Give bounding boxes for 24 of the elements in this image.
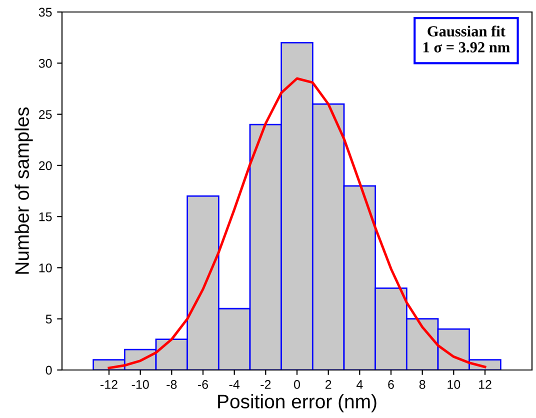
x-tick-label: 8 bbox=[419, 380, 426, 389]
x-tick-label: -8 bbox=[166, 380, 177, 389]
y-tick-label: 10 bbox=[39, 264, 52, 272]
annotation: Gaussian fit 1 σ = 3.92 nm bbox=[423, 26, 510, 53]
x-tick-label: -2 bbox=[260, 380, 271, 389]
x-axis-title: Position error (nm) bbox=[218, 394, 376, 412]
x-tick-label: 4 bbox=[356, 380, 363, 389]
y-tick-label: 0 bbox=[46, 366, 52, 375]
y-tick-label: 5 bbox=[46, 314, 52, 324]
x-tick-label: 2 bbox=[325, 380, 332, 389]
x-tick-label: 10 bbox=[448, 380, 460, 389]
y-tick-label: 30 bbox=[38, 58, 52, 68]
x-tick-label: -6 bbox=[198, 380, 208, 389]
x-tick-label: 6 bbox=[388, 380, 394, 389]
x-tick-label: 0 bbox=[294, 380, 300, 389]
y-axis-title: Number of samples bbox=[14, 107, 33, 274]
x-tick-label: -10 bbox=[132, 380, 149, 389]
y-tick-label: 35 bbox=[38, 8, 52, 17]
y-tick-label: 25 bbox=[39, 110, 52, 119]
x-tick-label: -12 bbox=[100, 380, 118, 389]
x-tick-label: -4 bbox=[229, 380, 240, 389]
y-tick-label: 15 bbox=[39, 212, 52, 222]
x-tick-label: 12 bbox=[479, 380, 492, 389]
y-tick-label: 20 bbox=[39, 161, 52, 170]
